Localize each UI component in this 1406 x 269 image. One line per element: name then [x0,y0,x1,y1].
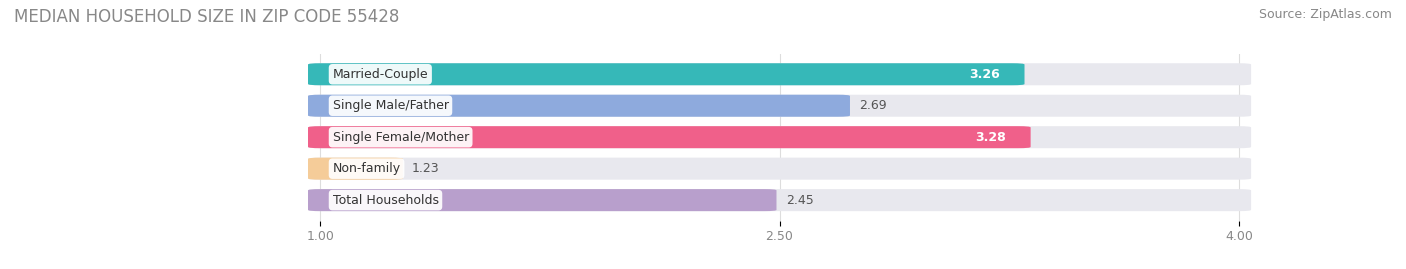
Text: Single Female/Mother: Single Female/Mother [332,131,468,144]
Text: 3.28: 3.28 [976,131,1007,144]
Text: 3.26: 3.26 [969,68,1000,81]
FancyBboxPatch shape [308,189,776,211]
Text: Source: ZipAtlas.com: Source: ZipAtlas.com [1258,8,1392,21]
Text: Non-family: Non-family [332,162,401,175]
FancyBboxPatch shape [308,95,1251,117]
Text: Married-Couple: Married-Couple [332,68,429,81]
Text: Total Households: Total Households [332,194,439,207]
FancyBboxPatch shape [308,126,1031,148]
FancyBboxPatch shape [308,126,1251,148]
FancyBboxPatch shape [308,63,1251,85]
Text: 1.23: 1.23 [412,162,440,175]
FancyBboxPatch shape [308,158,404,180]
FancyBboxPatch shape [308,189,1251,211]
Text: 2.69: 2.69 [859,99,887,112]
FancyBboxPatch shape [308,95,851,117]
Text: MEDIAN HOUSEHOLD SIZE IN ZIP CODE 55428: MEDIAN HOUSEHOLD SIZE IN ZIP CODE 55428 [14,8,399,26]
FancyBboxPatch shape [308,63,1025,85]
Text: Single Male/Father: Single Male/Father [332,99,449,112]
FancyBboxPatch shape [308,158,1251,180]
Text: 2.45: 2.45 [786,194,814,207]
